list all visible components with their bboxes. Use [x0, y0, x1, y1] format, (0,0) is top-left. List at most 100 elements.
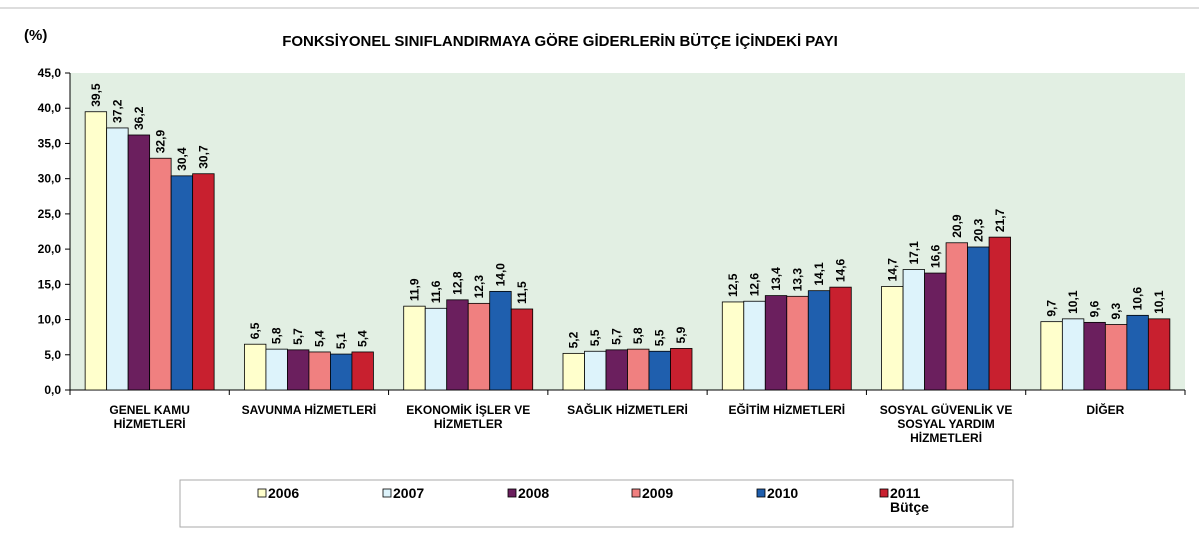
bar [670, 348, 693, 391]
y-tick-label: 40,0 [38, 101, 62, 115]
bar [1040, 321, 1063, 391]
y-tick-label: 45,0 [38, 66, 62, 80]
y-axis-label: (%) [24, 27, 47, 44]
legend-swatch [756, 488, 766, 498]
x-tick-label: SAĞLIK HİZMETLERİ [567, 402, 688, 417]
bar [510, 308, 534, 391]
x-tick-label: SOSYAL GÜVENLİK VE SOSYAL YARDIM HİZMETLER… [880, 402, 1013, 445]
bar [1104, 324, 1128, 391]
value-label: 12,6 [748, 273, 762, 297]
bar [562, 352, 585, 391]
value-label: 5,7 [291, 328, 305, 345]
y-tick-label: 5,0 [44, 348, 61, 362]
y-tick-label: 10,0 [38, 313, 62, 327]
bar [330, 353, 353, 391]
value-label: 5,4 [356, 330, 370, 347]
bar [149, 157, 172, 391]
legend-swatch [631, 488, 641, 498]
legend-label: 2009 [642, 485, 673, 501]
bar [807, 290, 831, 391]
bar [84, 111, 108, 391]
value-label: 11,9 [407, 278, 421, 301]
bar [308, 351, 331, 391]
bar [192, 173, 215, 391]
value-label: 32,9 [153, 130, 167, 154]
value-label: 10,1 [1152, 290, 1166, 314]
bar [945, 242, 968, 391]
y-tick-label: 35,0 [38, 136, 62, 150]
bar [584, 350, 607, 391]
value-label: 9,6 [1088, 300, 1102, 317]
bar [1061, 318, 1085, 391]
bar [902, 269, 925, 391]
legend-swatch [507, 488, 517, 498]
value-label: 12,3 [472, 275, 486, 299]
bar [627, 348, 650, 391]
bar [764, 295, 788, 391]
value-label: 14,6 [834, 258, 848, 282]
y-tick-label: 15,0 [38, 277, 62, 291]
bar [743, 300, 766, 391]
value-label: 5,5 [588, 329, 602, 346]
bar [648, 350, 671, 391]
bar [403, 305, 426, 391]
value-label: 16,6 [928, 244, 942, 268]
bar [1147, 318, 1171, 391]
x-tick-label: GENEL KAMU HİZMETLERİ [109, 403, 189, 431]
legend-label: 2006 [268, 485, 299, 501]
y-tick-label: 0,0 [44, 383, 61, 397]
bar [924, 272, 947, 391]
value-label: 5,8 [270, 327, 284, 344]
x-tick-label: EĞİTİM HİZMETLERİ [728, 402, 845, 417]
value-label: 6,5 [248, 322, 262, 339]
bar [721, 301, 745, 391]
y-tick-label: 30,0 [38, 172, 62, 186]
bar [287, 349, 310, 391]
value-label: 9,3 [1109, 302, 1123, 319]
x-tick-label: EKONOMİK İŞLER VE HİZMETLER [406, 402, 530, 431]
legend-label: 2011 Bütçe [890, 485, 929, 515]
legend-label: 2010 [767, 485, 798, 501]
bar [829, 286, 852, 391]
bar [605, 349, 628, 391]
bar [106, 127, 129, 391]
x-tick-label: SAVUNMA HİZMETLERİ [242, 402, 377, 417]
value-label: 11,5 [515, 281, 529, 304]
value-label: 5,4 [313, 330, 327, 347]
bar [467, 302, 491, 391]
value-label: 9,7 [1045, 300, 1059, 317]
value-label: 5,2 [567, 331, 581, 348]
legend-swatch [257, 488, 267, 498]
value-label: 10,6 [1131, 287, 1145, 311]
value-label: 30,7 [196, 145, 210, 169]
bar [988, 236, 1011, 391]
bar [489, 290, 512, 391]
value-label: 20,9 [950, 214, 964, 238]
legend-label: 2007 [393, 485, 424, 501]
value-label: 13,3 [791, 268, 805, 292]
value-label: 14,7 [885, 258, 899, 282]
value-label: 5,1 [334, 332, 348, 349]
value-label: 30,4 [175, 147, 189, 171]
value-label: 12,5 [726, 273, 740, 297]
legend-box [179, 479, 1014, 528]
value-label: 5,9 [674, 326, 688, 343]
plot-area [70, 73, 1185, 390]
value-label: 10,1 [1066, 290, 1080, 314]
value-label: 37,2 [110, 99, 124, 123]
bar [786, 295, 809, 391]
bar [127, 134, 151, 391]
value-label: 5,8 [631, 327, 645, 344]
value-label: 39,5 [89, 83, 103, 107]
bar [424, 307, 448, 391]
value-label: 20,3 [971, 218, 985, 242]
value-label: 12,8 [450, 271, 464, 295]
x-tick-label: DİĞER [1086, 402, 1124, 417]
value-label: 5,7 [610, 328, 624, 345]
chart-title: FONKSİYONEL SINIFLANDIRMAYA GÖRE GİDERLE… [282, 33, 838, 50]
y-tick-label: 20,0 [38, 242, 62, 256]
bar [351, 351, 374, 391]
value-label: 17,1 [907, 241, 921, 265]
bar [881, 286, 904, 391]
bar [1083, 321, 1106, 391]
